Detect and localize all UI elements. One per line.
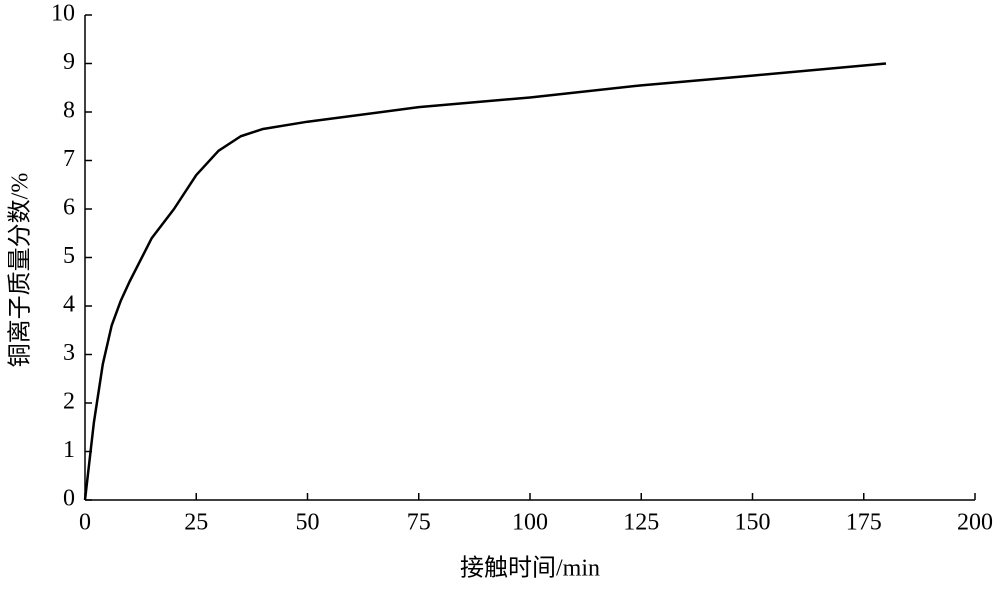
y-tick-label: 2 [63,389,75,415]
x-tick-label: 200 [957,510,993,536]
x-tick-label: 150 [735,510,771,536]
line-series [83,62,887,501]
x-tick-label: 75 [407,510,431,536]
x-tick-label: 0 [79,510,91,536]
x-tick-label: 100 [512,510,548,536]
y-tick-label: 9 [63,49,75,75]
y-tick-label: 10 [51,1,75,27]
y-tick-label: 5 [63,243,75,269]
x-tick-label: 175 [846,510,882,536]
y-tick-label: 4 [63,292,75,318]
x-tick-label: 25 [184,510,208,536]
y-axis-label: 铜离子质量分数/% [7,173,34,368]
y-tick-label: 0 [63,486,75,512]
x-axis-label: 接触时间/min [460,555,600,582]
x-tick-label: 50 [296,510,320,536]
y-tick-label: 8 [63,98,75,124]
y-tick-label: 1 [63,437,75,463]
x-tick-label: 125 [623,510,659,536]
y-tick-label: 6 [63,195,75,221]
y-tick-label: 7 [63,146,75,172]
y-tick-label: 3 [63,340,75,366]
